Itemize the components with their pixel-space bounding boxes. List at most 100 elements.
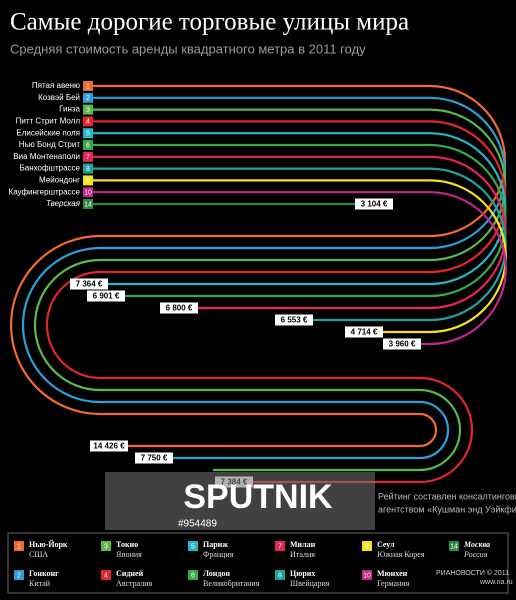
legend-country: Германия xyxy=(377,579,410,588)
legend-rank: 5 xyxy=(191,543,195,550)
legend-swatch xyxy=(362,541,372,551)
legend-country: Франция xyxy=(203,550,234,559)
value-box xyxy=(135,452,173,464)
legend-rank: 2 xyxy=(17,572,21,579)
value-label: 7 750 € xyxy=(141,454,168,463)
legend-country: Россия xyxy=(463,550,488,559)
legend-rank: 9 xyxy=(365,543,369,550)
rank-box xyxy=(83,116,93,127)
legend-country: Япония xyxy=(116,550,142,559)
source: Рейтинг составлен консалтинговым xyxy=(378,491,516,501)
rank-box xyxy=(83,199,93,209)
rank-box xyxy=(83,140,93,150)
value-label: 6 901 € xyxy=(93,292,120,301)
legend-city: Милан xyxy=(290,540,316,549)
rank-box xyxy=(83,151,93,162)
legend-swatch xyxy=(275,570,285,580)
route-line xyxy=(33,108,507,472)
value-box xyxy=(275,314,313,326)
routes xyxy=(9,84,507,484)
legend-city: Нью-Йорк xyxy=(29,540,68,549)
route-line xyxy=(45,120,507,484)
legend-city: Гонконг xyxy=(29,569,59,578)
legend-country: Южная Корея xyxy=(377,550,425,559)
legend-city: Сидней xyxy=(116,569,144,578)
value-label: 14 426 € xyxy=(93,442,125,451)
legend-rank: 3 xyxy=(104,543,108,550)
legend-country: Китай xyxy=(29,579,51,588)
legend-swatch xyxy=(275,541,285,551)
value-box xyxy=(87,290,125,302)
legend-country: США xyxy=(29,550,48,559)
street-name: Елисейские поля xyxy=(16,128,80,137)
legend-city: Мюнхен xyxy=(377,569,408,578)
photo-id: #954489 xyxy=(178,519,217,530)
source: агентством «Кушман энд Уэйкфилд» xyxy=(378,504,516,514)
title: Самые дорогие торговые улицы мира xyxy=(10,9,409,36)
rank-box xyxy=(83,128,93,139)
value-label: 4 714 € xyxy=(351,328,378,337)
value-label: 3 960 € xyxy=(389,340,416,349)
legend-swatch xyxy=(188,570,198,580)
value-box xyxy=(160,302,198,314)
rank: 3 xyxy=(86,107,90,114)
legend-city: Париж xyxy=(203,540,228,549)
rank: 7 xyxy=(86,154,90,161)
legend-city: Цюрих xyxy=(290,569,315,578)
street-name: Пятая авеню xyxy=(32,81,80,90)
publisher: РИАНОВОСТИ © 2011 xyxy=(436,569,509,577)
street-name: Питт Стрит Молл xyxy=(16,117,81,126)
legend-rank: 10 xyxy=(363,572,371,579)
rank-box xyxy=(83,81,93,91)
legend-swatch xyxy=(101,541,111,551)
rank-box xyxy=(83,187,93,198)
legend-city: Лондон xyxy=(203,569,230,578)
value-box xyxy=(345,326,383,338)
legend-swatch xyxy=(449,541,459,551)
rank: 5 xyxy=(86,131,90,138)
value-label: 3 104 € xyxy=(361,200,388,209)
street-name: Кауфингерштрассе xyxy=(9,187,81,196)
legend-city: Токио xyxy=(116,540,138,549)
legend-swatch xyxy=(188,541,198,551)
legend-swatch xyxy=(14,570,24,580)
rank: 6 xyxy=(86,142,90,149)
watermark-box xyxy=(105,472,375,530)
subtitle: Средняя стоимость аренды квадратного мет… xyxy=(10,41,366,56)
value-box xyxy=(383,338,421,350)
value-box xyxy=(355,198,393,210)
legend-rank: 6 xyxy=(191,572,195,579)
rank: 4 xyxy=(86,119,90,126)
rank-box xyxy=(83,163,93,174)
street-name: Нью Бонд Стрит xyxy=(19,140,81,149)
legend-country: Австралия xyxy=(116,579,153,588)
legend-rank: 1 xyxy=(17,543,21,550)
rank: 1 xyxy=(86,83,90,90)
rank: 2 xyxy=(86,95,90,102)
route-line xyxy=(93,191,507,346)
street-name: Мейондонг xyxy=(39,176,80,185)
street-name: Козвэй Бей xyxy=(38,93,80,102)
rank-box xyxy=(83,92,93,103)
rank: 14 xyxy=(84,201,92,208)
rank: 8 xyxy=(86,166,90,173)
value-label: 6 553 € xyxy=(281,316,308,325)
legend-rank: 14 xyxy=(450,543,458,550)
url: www.ria.ru xyxy=(479,579,513,586)
route-line xyxy=(9,84,507,448)
legend-swatch xyxy=(101,570,111,580)
rank-box xyxy=(83,104,93,115)
legend-country: Италия xyxy=(290,550,315,559)
legend-city: Москва xyxy=(463,540,490,549)
street-name: Тверская xyxy=(46,199,81,208)
legend-city: Сеул xyxy=(377,540,395,549)
street-name: Гинза xyxy=(59,105,80,114)
rank: 10 xyxy=(84,190,92,197)
legend-swatch xyxy=(14,541,24,551)
street-name: Банхофштрассе xyxy=(20,164,81,173)
legend-swatch xyxy=(362,570,372,580)
legend-rank: 8 xyxy=(278,572,282,579)
route-line xyxy=(21,96,507,460)
